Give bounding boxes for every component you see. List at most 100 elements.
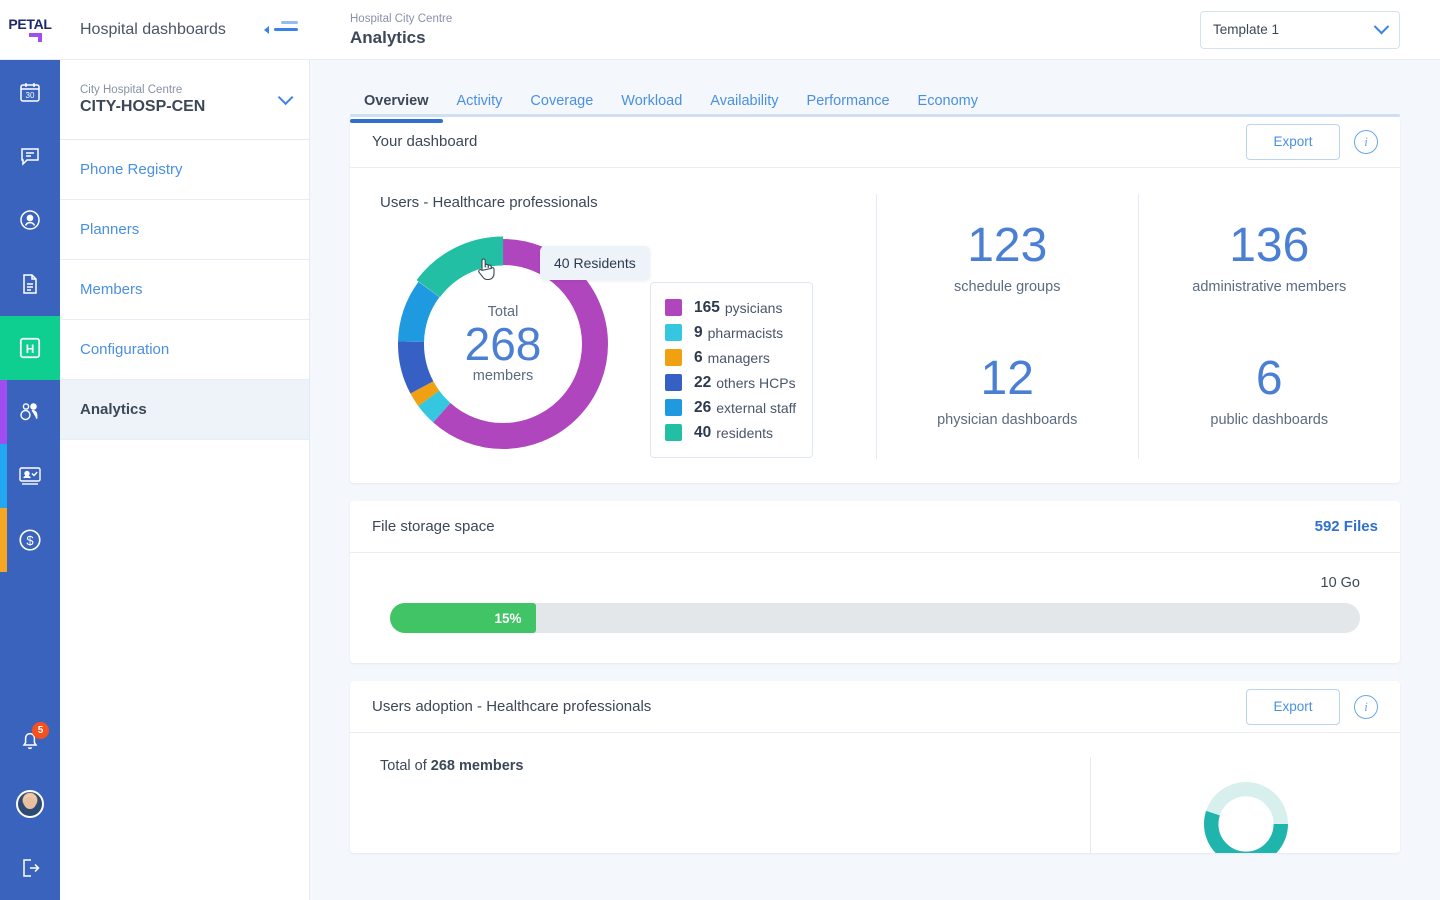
kpi-label: administrative members — [1192, 279, 1347, 296]
donut-chart-title: Users - Healthcare professionals — [380, 194, 598, 211]
legend-value: 165 — [694, 298, 720, 316]
sidebar-item-label: Configuration — [80, 341, 170, 358]
tab-availability[interactable]: Availability — [696, 93, 792, 123]
legend-label: external staff — [716, 399, 797, 416]
tab-performance[interactable]: Performance — [793, 93, 904, 123]
rail-item-messages[interactable] — [0, 124, 60, 188]
info-icon[interactable]: i — [1354, 129, 1378, 154]
template-select[interactable]: Template 1 — [1200, 10, 1400, 49]
sidebar-item-members[interactable]: Members — [60, 260, 309, 320]
main-content: Overview Activity Coverage Workload Avai… — [310, 60, 1440, 900]
sidebar-item-planners[interactable]: Planners — [60, 200, 309, 260]
collapse-arrow-icon — [264, 25, 269, 34]
files-count-link[interactable]: 592 Files — [1314, 518, 1378, 535]
chevron-down-icon — [1373, 18, 1390, 35]
kpi-schedule-groups: 123 schedule groups — [877, 194, 1139, 327]
adoption-total-prefix: Total of — [380, 758, 431, 774]
collapse-line-1 — [281, 21, 298, 24]
tab-workload[interactable]: Workload — [607, 93, 696, 123]
template-select-value: Template 1 — [1213, 22, 1280, 37]
dashboard-card: Your dashboard Export i Users - Healthca… — [350, 116, 1400, 483]
pointer-cursor-icon — [478, 258, 495, 281]
card-title: Your dashboard — [372, 133, 478, 150]
page-title: Analytics — [350, 27, 426, 47]
breadcrumb: Hospital City Centre — [350, 12, 453, 25]
legend-item[interactable]: 22 others HCPs — [665, 370, 796, 395]
kpi-label: physician dashboards — [937, 411, 1078, 428]
legend-item[interactable]: 165 pysicians — [665, 295, 796, 320]
kpi-label: schedule groups — [954, 279, 1061, 296]
sidebar-item-configuration[interactable]: Configuration — [60, 320, 309, 380]
topbar-right: Hospital City Centre Analytics Template … — [310, 0, 1440, 60]
users-adoption-body: Total of 268 members — [350, 733, 1400, 853]
storage-capacity-label: 10 Go — [1320, 575, 1361, 591]
icon-rail: 30 H — [0, 60, 60, 900]
legend-item[interactable]: 6 managers — [665, 345, 796, 370]
kpi-public-dashboards: 6 public dashboards — [1139, 327, 1401, 460]
tab-activity[interactable]: Activity — [443, 93, 517, 123]
file-storage-header: File storage space 592 Files — [350, 501, 1400, 553]
legend-item[interactable]: 40 residents — [665, 420, 796, 445]
rail-item-notifications[interactable]: 5 — [0, 708, 60, 772]
card-title: Users adoption - Healthcare professional… — [372, 698, 652, 715]
legend-label: managers — [707, 349, 770, 366]
legend-item[interactable]: 9 pharmacists — [665, 320, 796, 345]
card-title: File storage space — [372, 518, 495, 535]
sidebar-item-analytics[interactable]: Analytics — [60, 380, 309, 440]
rail-bottom-group: 5 — [0, 708, 60, 900]
svg-text:30: 30 — [26, 91, 35, 100]
chevron-down-icon — [277, 89, 294, 106]
legend-value: 40 — [694, 423, 712, 441]
legend-item[interactable]: 26 external staff — [665, 395, 796, 420]
sidebar-item-label: Analytics — [80, 401, 147, 418]
kpi-label: public dashboards — [1210, 411, 1329, 428]
users-adoption-header: Users adoption - Healthcare professional… — [350, 681, 1400, 733]
page-heading-group: Hospital City Centre Analytics — [350, 11, 452, 48]
users-adoption-card: Users adoption - Healthcare professional… — [350, 681, 1400, 853]
adoption-donut-value — [1203, 782, 1288, 853]
rail-item-profile[interactable] — [0, 188, 60, 252]
file-storage-body: 10 Go 15% — [350, 553, 1400, 663]
storage-percent-label: 15% — [494, 610, 522, 626]
org-selector[interactable]: City Hospital Centre CITY-HOSP-CEN — [60, 60, 309, 140]
storage-progress-fill: 15% — [390, 603, 536, 633]
legend-swatch-pharmacists — [665, 324, 682, 341]
collapse-sidebar-icon[interactable] — [264, 21, 298, 38]
legend-swatch-residents — [665, 424, 682, 441]
donut-chart-section: Users - Healthcare professionals — [350, 194, 876, 459]
tab-label: Performance — [806, 93, 890, 109]
kpi-physician-dashboards: 12 physician dashboards — [877, 326, 1139, 459]
donut-segment-others-hcps — [398, 239, 608, 449]
sidebar-item-label: Members — [80, 281, 143, 298]
info-icon[interactable]: i — [1354, 694, 1378, 719]
adoption-total-value: 268 members — [430, 758, 524, 774]
file-storage-card: File storage space 592 Files 10 Go 15% — [350, 501, 1400, 663]
rail-item-hospital[interactable]: H — [0, 316, 60, 380]
legend-label: pharmacists — [707, 324, 784, 341]
secondary-nav: City Hospital Centre CITY-HOSP-CEN Phone… — [60, 60, 310, 900]
rail-item-calendar[interactable]: 30 — [0, 60, 60, 124]
rail-item-logout[interactable] — [0, 836, 60, 900]
rail-item-finance[interactable]: $ — [0, 508, 60, 572]
legend-swatch-pysicians — [665, 299, 682, 316]
tab-overview[interactable]: Overview — [350, 93, 443, 123]
donut-chart[interactable]: Total 268 members 40 Residents — [388, 229, 650, 459]
petal-logo[interactable]: PETAL — [0, 17, 60, 42]
rail-item-id-card[interactable] — [0, 444, 60, 508]
storage-progress-track: 15% — [390, 603, 1360, 633]
rail-item-avatar[interactable] — [0, 772, 60, 836]
tab-economy[interactable]: Economy — [904, 93, 992, 123]
adoption-summary: Total of 268 members — [350, 757, 1090, 853]
rail-item-documents[interactable] — [0, 252, 60, 316]
dashboard-card-header: Your dashboard Export i — [350, 116, 1400, 168]
svg-text:H: H — [26, 342, 35, 356]
export-button[interactable]: Export — [1246, 688, 1340, 725]
legend-swatch-managers — [665, 349, 682, 366]
tab-coverage[interactable]: Coverage — [516, 93, 607, 123]
kpi-grid: 123 schedule groups 136 administrative m… — [876, 194, 1400, 459]
rail-item-team[interactable] — [0, 380, 60, 444]
export-button[interactable]: Export — [1246, 123, 1340, 160]
card-actions: Export i — [1246, 688, 1378, 725]
sidebar-item-phone-registry[interactable]: Phone Registry — [60, 140, 309, 200]
